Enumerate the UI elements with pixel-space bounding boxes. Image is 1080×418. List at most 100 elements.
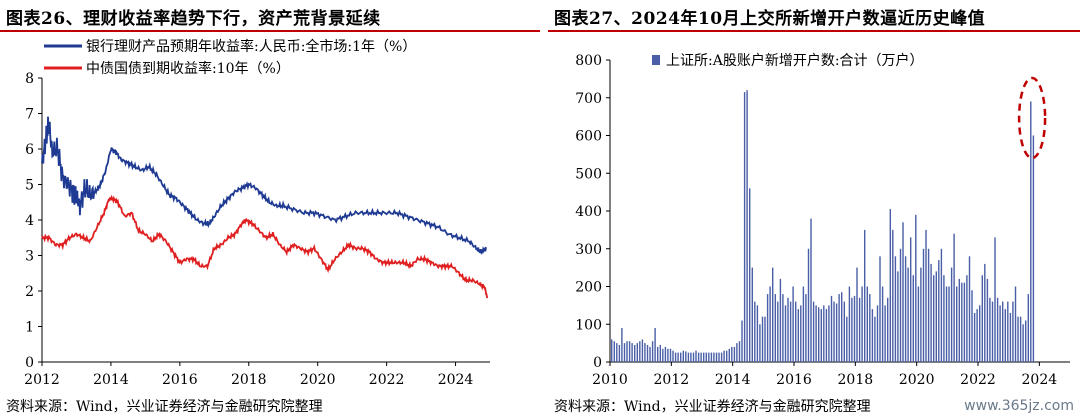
- right-x-tick-label: 2010: [592, 372, 628, 388]
- right-bar-chart: 0 100 200 300 400 500 600 700 800 2010 2012 2014 201…: [575, 52, 1070, 388]
- right-bar: [935, 271, 938, 362]
- left-y-tick-label: 3: [25, 249, 34, 265]
- left-x-tick-label: 2014: [93, 372, 129, 388]
- right-bar: [966, 275, 968, 362]
- right-bar: [669, 348, 672, 362]
- right-bar: [881, 286, 884, 362]
- right-bar: [616, 343, 618, 362]
- right-bar: [866, 286, 869, 362]
- right-bar: [963, 282, 966, 362]
- right-bar: [851, 297, 853, 362]
- right-bar: [692, 352, 695, 362]
- left-x-tick-label: 2022: [369, 372, 405, 388]
- right-bar: [677, 352, 679, 362]
- right-bar: [685, 351, 687, 362]
- right-bar: [1027, 294, 1030, 362]
- left-legend-label-1: 中债国债到期收益率:10年（%）: [86, 60, 290, 77]
- right-bar: [835, 303, 838, 362]
- right-bar: [726, 350, 728, 362]
- right-bar: [782, 294, 784, 362]
- right-bar: [1007, 301, 1009, 362]
- right-x-tick-label: 2022: [960, 372, 996, 388]
- right-bar: [690, 352, 692, 362]
- right-y-tick-label: 0: [593, 355, 602, 371]
- right-bar: [664, 346, 667, 362]
- left-x-tick-label: 2020: [300, 372, 336, 388]
- right-legend-swatch: [652, 55, 660, 65]
- right-bar: [833, 301, 835, 362]
- left-y-tick-label: 0: [25, 355, 34, 371]
- right-bar: [628, 341, 631, 362]
- right-bar: [1012, 301, 1014, 362]
- right-bar: [641, 339, 644, 362]
- right-bar: [749, 188, 751, 362]
- left-x-tick-label: 2012: [24, 372, 60, 388]
- right-bar: [769, 286, 771, 362]
- right-bar: [828, 305, 830, 362]
- right-bar: [887, 297, 889, 362]
- left-y-tick-label: 7: [25, 107, 34, 123]
- left-legend-label-0: 银行理财产品预期年收益率:人民币:全市场:1年（%）: [86, 38, 416, 55]
- left-source-note: 资料来源：Wind，兴业证券经济与金融研究院整理: [6, 399, 323, 415]
- right-bar: [956, 286, 958, 362]
- right-bar: [945, 286, 948, 362]
- right-bar: [848, 286, 851, 362]
- right-bar: [876, 305, 879, 362]
- right-bar: [703, 352, 705, 362]
- right-y-tick-label: 300: [575, 242, 602, 258]
- right-y-tick-label: 200: [575, 280, 602, 296]
- right-bar: [623, 343, 626, 362]
- right-bar: [667, 348, 669, 362]
- right-bar: [715, 352, 718, 362]
- right-bar: [636, 343, 639, 362]
- right-bar: [772, 267, 774, 362]
- right-bar: [746, 90, 748, 362]
- right-bar: [789, 301, 792, 362]
- left-chart-panel: 图表26、理财收益率趋势下行，资产荒背景延续 0 1 2 3 4 5 6 7 8 2012 2014…: [0, 9, 540, 415]
- right-bar: [761, 316, 764, 362]
- right-bar: [618, 345, 621, 362]
- right-bar: [1022, 324, 1024, 363]
- right-bar: [994, 237, 996, 362]
- right-bar: [646, 345, 649, 362]
- right-bar: [807, 248, 810, 363]
- right-bar: [841, 292, 843, 362]
- right-y-tick-label: 700: [575, 91, 602, 107]
- right-bar: [651, 341, 654, 362]
- right-x-tick-label: 2014: [715, 372, 751, 388]
- right-bar: [1025, 320, 1027, 362]
- right-bar: [639, 341, 641, 362]
- right-bar: [999, 305, 1001, 362]
- right-bar: [818, 307, 820, 362]
- left-y-tick-label: 6: [25, 142, 34, 158]
- right-bar: [784, 305, 787, 362]
- right-bar: [795, 301, 797, 362]
- right-bar: [718, 352, 720, 362]
- right-bar: [907, 267, 909, 362]
- left-x-tick-label: 2016: [162, 372, 198, 388]
- right-x-tick-label: 2020: [899, 372, 935, 388]
- right-y-tick-label: 100: [575, 317, 602, 333]
- right-bar: [943, 275, 945, 362]
- right-bar: [925, 229, 927, 362]
- right-bar: [917, 286, 920, 362]
- right-bar: [810, 218, 812, 362]
- right-chart-panel: 图表27、2024年10月上交所新增开户数逼近历史峰值 0 100 200 300 40…: [548, 0, 1080, 418]
- right-legend-label: 上证所:A股账户新增开户数:合计（万户）: [666, 52, 924, 69]
- right-bar: [682, 350, 685, 362]
- left-series-line-1: [41, 194, 489, 299]
- right-bar: [812, 301, 815, 362]
- right-bar: [933, 275, 935, 362]
- right-y-tick-label: 400: [575, 204, 602, 220]
- right-bar: [764, 316, 766, 362]
- right-bar: [743, 92, 746, 362]
- right-peak-annotation-ellipse: [1017, 76, 1047, 160]
- right-bar: [738, 341, 741, 362]
- right-x-tick-label: 2012: [654, 372, 690, 388]
- right-bar: [805, 294, 807, 362]
- right-bar: [754, 301, 756, 362]
- right-bar: [687, 352, 690, 362]
- right-y-tick-label: 500: [575, 166, 602, 182]
- right-bar: [695, 350, 697, 362]
- right-bar: [736, 343, 738, 362]
